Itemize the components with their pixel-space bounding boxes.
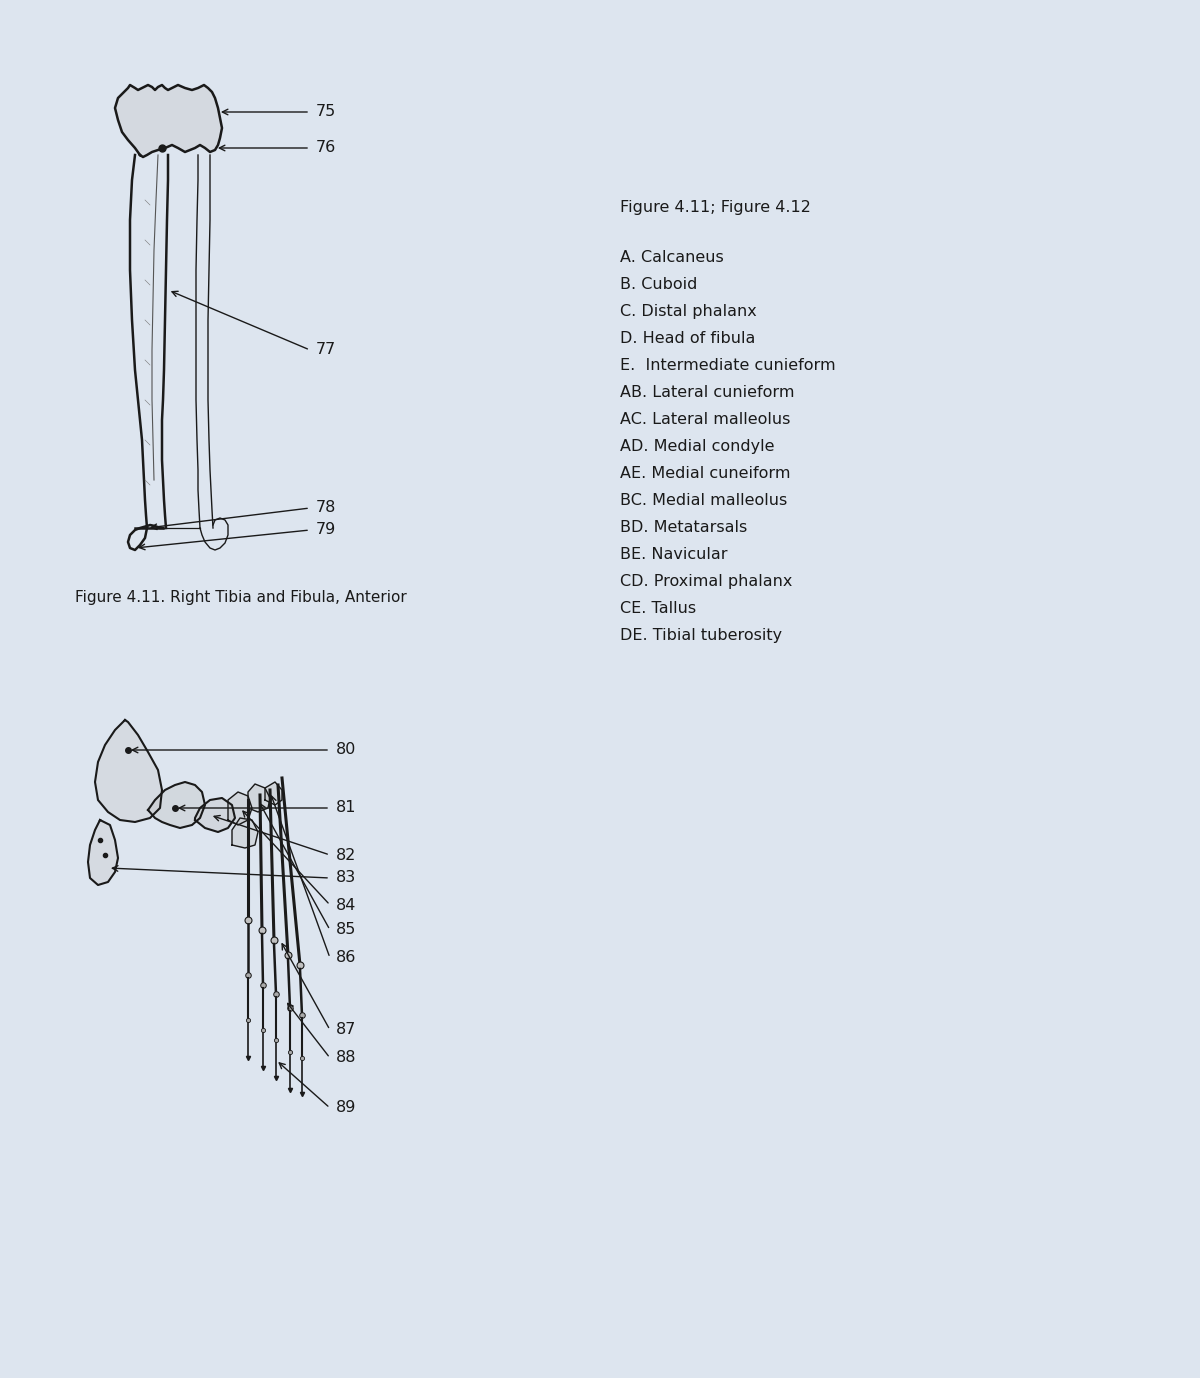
Text: 87: 87 [336,1022,356,1038]
Text: C. Distal phalanx: C. Distal phalanx [620,305,757,318]
Text: 76: 76 [316,141,336,156]
Text: 84: 84 [336,897,356,912]
Text: 81: 81 [336,801,356,816]
Polygon shape [194,798,235,832]
Text: B. Cuboid: B. Cuboid [620,277,697,292]
Text: Figure 4.11. Right Tibia and Fibula, Anterior: Figure 4.11. Right Tibia and Fibula, Ant… [74,590,407,605]
Text: DE. Tibial tuberosity: DE. Tibial tuberosity [620,628,782,644]
Polygon shape [232,819,258,847]
Text: 83: 83 [336,871,356,886]
Text: 89: 89 [336,1101,356,1116]
Text: CE. Tallus: CE. Tallus [620,601,696,616]
Text: A. Calcaneus: A. Calcaneus [620,249,724,265]
Text: 79: 79 [316,522,336,537]
Polygon shape [115,85,222,157]
Text: 86: 86 [336,951,356,966]
Text: AC. Lateral malleolus: AC. Lateral malleolus [620,412,791,427]
Polygon shape [248,784,270,812]
Text: BE. Navicular: BE. Navicular [620,547,727,562]
Polygon shape [228,792,252,825]
Text: AE. Medial cuneiform: AE. Medial cuneiform [620,466,791,481]
Text: 77: 77 [316,343,336,357]
Text: 88: 88 [336,1050,356,1065]
Text: 78: 78 [316,500,336,515]
Polygon shape [88,820,118,885]
Text: AD. Medial condyle: AD. Medial condyle [620,440,774,453]
Text: BD. Metatarsals: BD. Metatarsals [620,520,748,535]
Text: 85: 85 [336,922,356,937]
Text: 82: 82 [336,847,356,863]
Text: 75: 75 [316,105,336,120]
Text: BC. Medial malleolus: BC. Medial malleolus [620,493,787,508]
Text: Figure 4.11; Figure 4.12: Figure 4.11; Figure 4.12 [620,200,811,215]
Text: CD. Proximal phalanx: CD. Proximal phalanx [620,575,792,588]
Polygon shape [148,781,205,828]
Text: 80: 80 [336,743,356,758]
Polygon shape [265,781,282,805]
Text: D. Head of fibula: D. Head of fibula [620,331,755,346]
Text: AB. Lateral cunieform: AB. Lateral cunieform [620,384,794,400]
Text: E.  Intermediate cunieform: E. Intermediate cunieform [620,358,835,373]
Polygon shape [95,719,162,823]
